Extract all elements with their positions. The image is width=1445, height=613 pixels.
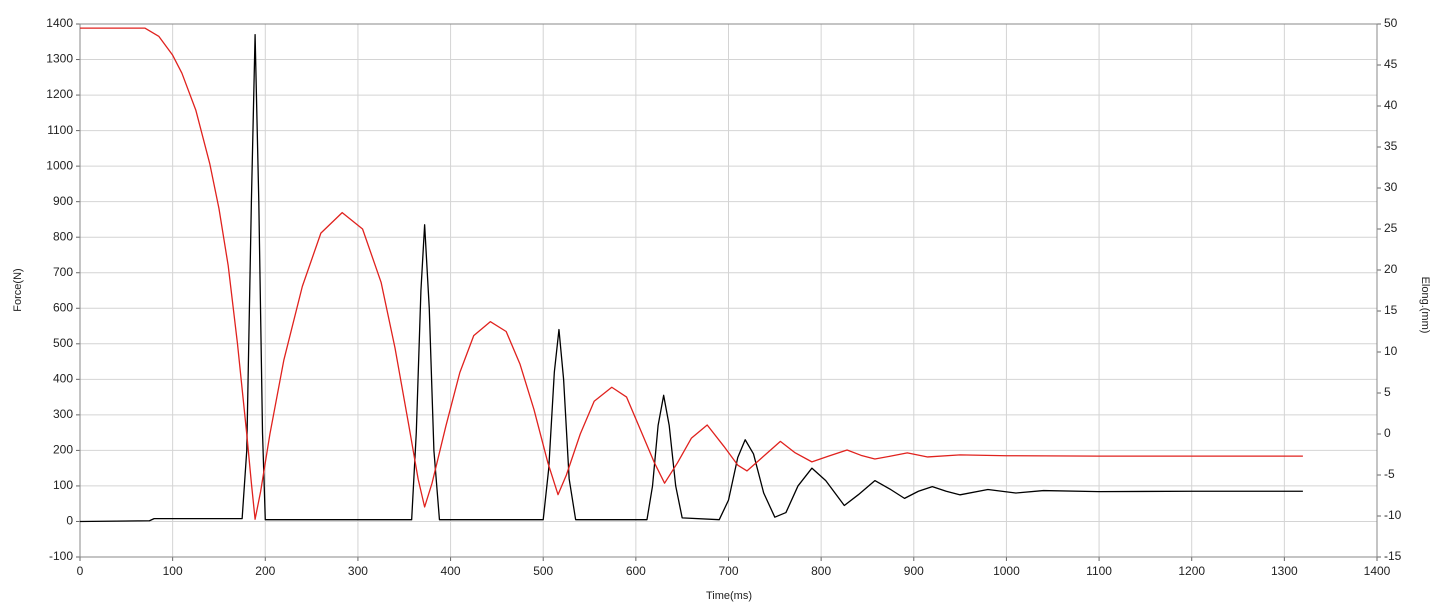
y2-tick-label: 45 — [1384, 57, 1398, 71]
y-tick-label: 800 — [53, 229, 73, 243]
y2-axis-label: Elong.(mm) — [1419, 277, 1431, 334]
y2-tick-label: 25 — [1384, 221, 1398, 235]
y-tick-label: 400 — [53, 372, 73, 386]
y2-tick-label: 10 — [1384, 344, 1398, 358]
y-tick-label: 500 — [53, 336, 73, 350]
y-tick-label: 100 — [53, 478, 73, 492]
x-tick-label: 1100 — [1086, 564, 1112, 578]
y-tick-label: -100 — [49, 549, 73, 563]
y2-tick-label: 15 — [1384, 303, 1398, 317]
y2-tick-label: 35 — [1384, 139, 1398, 153]
y-tick-label: 1100 — [47, 123, 73, 137]
x-tick-label: 100 — [163, 564, 183, 578]
x-tick-label: 1400 — [1364, 564, 1391, 578]
y-tick-label: 1300 — [46, 52, 73, 66]
x-tick-label: 300 — [348, 564, 368, 578]
x-tick-label: 700 — [718, 564, 738, 578]
y2-tick-label: 30 — [1384, 180, 1398, 194]
y-tick-label: 700 — [53, 265, 73, 279]
x-tick-label: 500 — [533, 564, 553, 578]
y2-tick-label: 50 — [1384, 16, 1398, 30]
y2-tick-label: -15 — [1384, 549, 1402, 563]
y2-tick-label: 40 — [1384, 98, 1398, 112]
y-tick-label: 0 — [66, 514, 73, 528]
x-tick-label: 800 — [811, 564, 831, 578]
y2-tick-label: 0 — [1384, 426, 1391, 440]
x-tick-label: 1300 — [1271, 564, 1298, 578]
y2-tick-label: -5 — [1384, 467, 1395, 481]
x-axis-label: Time(ms) — [706, 590, 752, 602]
y-tick-label: 1000 — [46, 158, 73, 172]
x-tick-label: 200 — [255, 564, 275, 578]
x-tick-label: 600 — [626, 564, 646, 578]
y2-tick-label: -10 — [1384, 508, 1402, 522]
plot-frame — [79, 23, 1378, 558]
y2-tick-label: 5 — [1384, 385, 1391, 399]
x-tick-label: 0 — [77, 564, 84, 578]
y-tick-label: 600 — [53, 300, 73, 314]
y-tick-label: 200 — [53, 443, 73, 457]
y-axis-label: Force(N) — [12, 268, 24, 311]
series-line — [80, 27, 1303, 520]
y2-tick-label: 20 — [1384, 262, 1398, 276]
x-tick-label: 400 — [441, 564, 461, 578]
y-tick-label: 900 — [53, 194, 73, 208]
y-tick-label: 1200 — [46, 87, 73, 101]
y-tick-label: 1400 — [46, 16, 73, 30]
x-tick-label: 1200 — [1178, 564, 1205, 578]
x-tick-label: 900 — [904, 564, 924, 578]
y-tick-label: 300 — [53, 407, 73, 421]
x-tick-label: 1000 — [993, 564, 1020, 578]
series-line — [79, 34, 1303, 523]
